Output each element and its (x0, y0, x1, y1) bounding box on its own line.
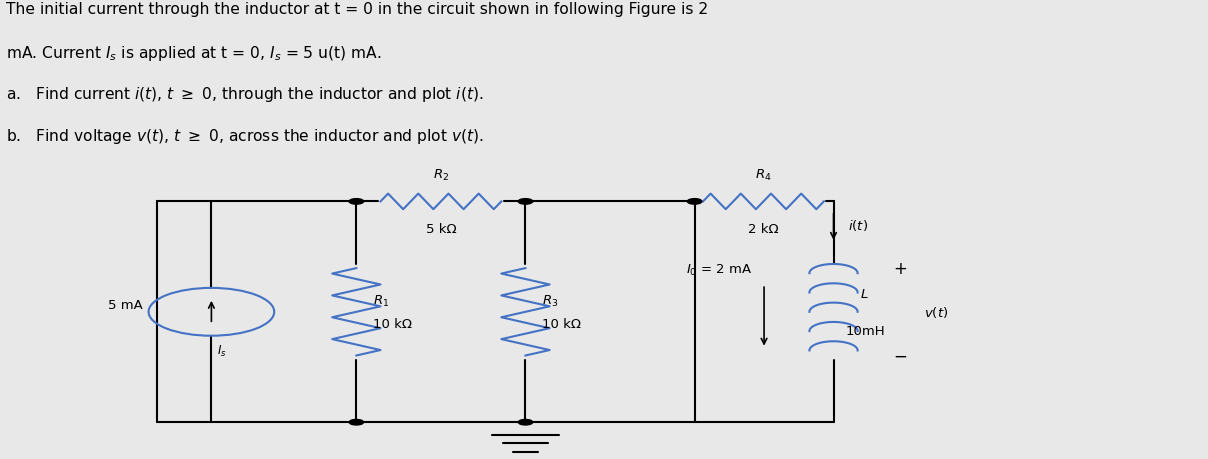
Text: $R_3$: $R_3$ (542, 293, 559, 308)
Text: 5 mA: 5 mA (108, 299, 143, 312)
Text: b.   Find voltage $v(t)$, $t$ $\geq$ 0, across the inductor and plot $v(t)$.: b. Find voltage $v(t)$, $t$ $\geq$ 0, ac… (6, 126, 484, 145)
Text: 10 kΩ: 10 kΩ (542, 317, 581, 330)
Text: a.   Find current $i(t)$, $t$ $\geq$ 0, through the inductor and plot $i(t)$.: a. Find current $i(t)$, $t$ $\geq$ 0, th… (6, 85, 483, 104)
Text: $i(t)$: $i(t)$ (848, 218, 869, 232)
Circle shape (518, 420, 533, 425)
Text: 2 kΩ: 2 kΩ (748, 223, 779, 235)
Text: 5 kΩ: 5 kΩ (425, 223, 457, 235)
Circle shape (349, 420, 364, 425)
Text: $I_0$ = 2 mA: $I_0$ = 2 mA (686, 263, 751, 278)
Circle shape (349, 199, 364, 205)
Text: +: + (893, 259, 907, 278)
Circle shape (687, 199, 702, 205)
Text: 10mH: 10mH (846, 324, 885, 337)
Text: mA. Current $I_s$ is applied at t = 0, $I_s$ = 5 u(t) mA.: mA. Current $I_s$ is applied at t = 0, $… (6, 44, 382, 62)
Text: The initial current through the inductor at t = 0 in the circuit shown in follow: The initial current through the inductor… (6, 2, 708, 17)
Text: −: − (893, 347, 907, 365)
Text: $I_s$: $I_s$ (217, 343, 227, 358)
Text: 10 kΩ: 10 kΩ (373, 317, 412, 330)
Text: $v(t)$: $v(t)$ (924, 305, 948, 319)
Text: $L$: $L$ (860, 287, 869, 300)
Text: $R_2$: $R_2$ (432, 168, 449, 183)
Text: $R_1$: $R_1$ (373, 293, 389, 308)
Text: $R_4$: $R_4$ (755, 168, 772, 183)
Circle shape (518, 199, 533, 205)
